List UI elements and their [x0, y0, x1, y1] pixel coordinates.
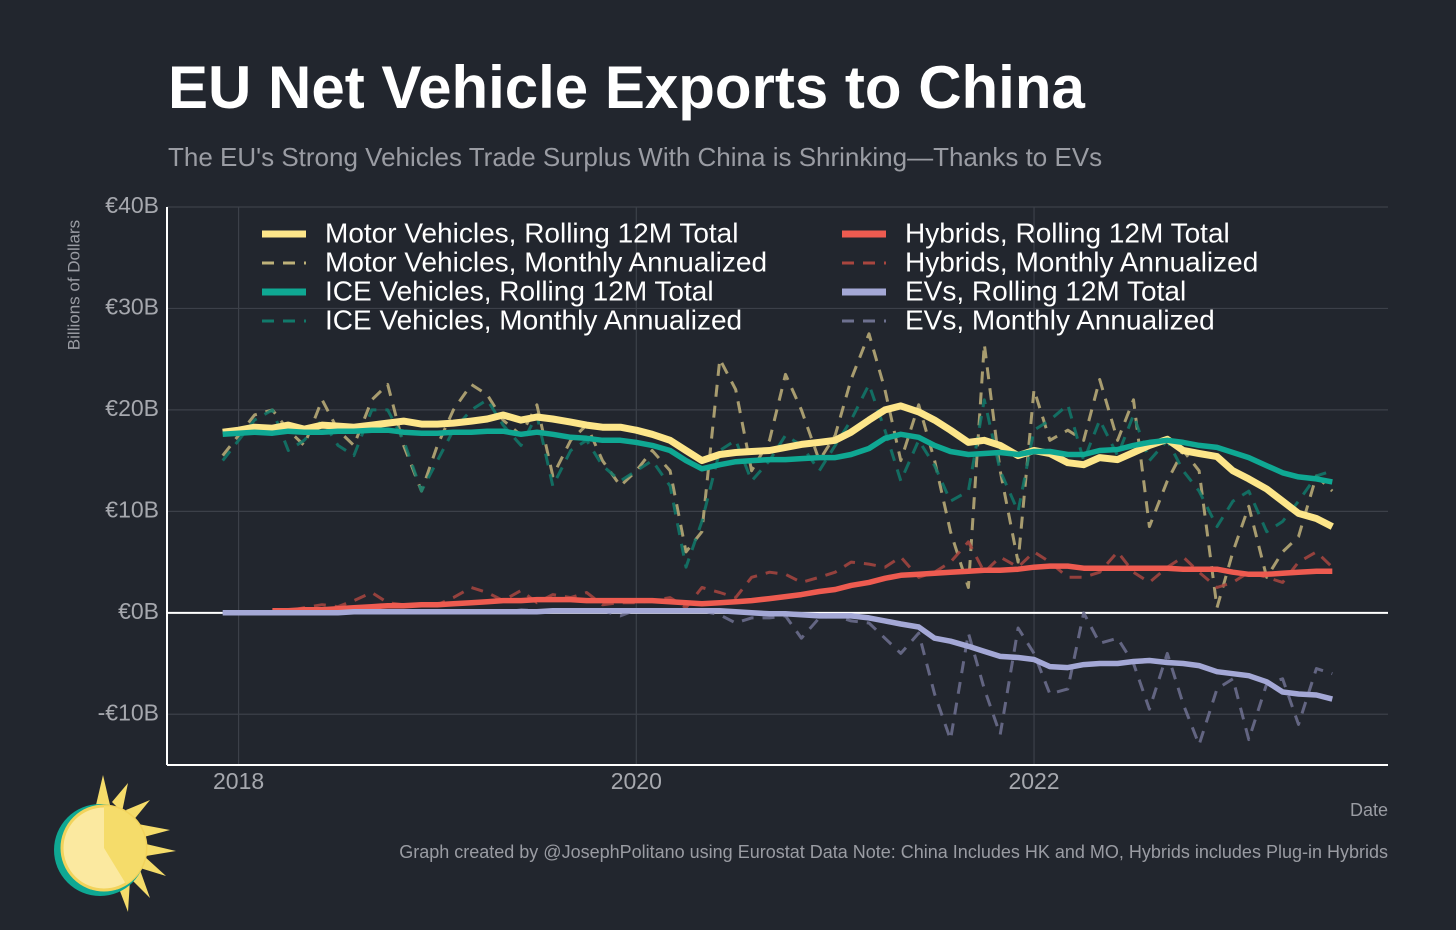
- line: [222, 402, 1334, 530]
- y-tick-label: €20B: [105, 395, 159, 421]
- y-tick-label: €30B: [105, 294, 159, 320]
- plot-area: -€10B €0B €10B €20B €30B €40B 2018 2020 2022 Moto…: [98, 192, 1388, 794]
- caption: Graph created by @JosephPolitano using E…: [399, 842, 1388, 862]
- line: [222, 427, 1333, 485]
- legend-label: Motor Vehicles, Rolling 12M Total: [325, 217, 738, 248]
- legend-label: Motor Vehicles, Monthly Annualized: [325, 246, 767, 277]
- line: [272, 563, 1333, 614]
- legend-label: EVs, Rolling 12M Total: [905, 275, 1186, 306]
- x-axis-label: Date: [1350, 800, 1388, 820]
- y-axis-label: Billions of Dollars: [64, 220, 83, 350]
- legend-label: Hybrids, Monthly Annualized: [905, 246, 1258, 277]
- dashed-line: [222, 608, 1333, 747]
- legend-label: EVs, Monthly Annualized: [905, 304, 1215, 335]
- chart-subtitle: The EU's Strong Vehicles Trade Surplus W…: [168, 142, 1102, 172]
- y-tick-label: -€10B: [98, 699, 159, 725]
- legend-label: Hybrids, Rolling 12M Total: [905, 217, 1230, 248]
- legend-label: ICE Vehicles, Rolling 12M Total: [325, 275, 714, 306]
- dashed-line: [221, 383, 1333, 569]
- chart-title: EU Net Vehicle Exports to China: [168, 54, 1086, 121]
- dashed-line: [272, 540, 1334, 613]
- logo: [54, 775, 176, 912]
- y-tick-label: €10B: [105, 496, 159, 522]
- x-tick-label: 2020: [611, 768, 662, 794]
- legend-label: ICE Vehicles, Monthly Annualized: [325, 304, 742, 335]
- x-tick-label: 2022: [1008, 768, 1059, 794]
- y-tick-label: €0B: [118, 598, 159, 624]
- line: [222, 608, 1333, 702]
- y-tick-label: €40B: [105, 192, 159, 218]
- x-tick-label: 2018: [213, 768, 264, 794]
